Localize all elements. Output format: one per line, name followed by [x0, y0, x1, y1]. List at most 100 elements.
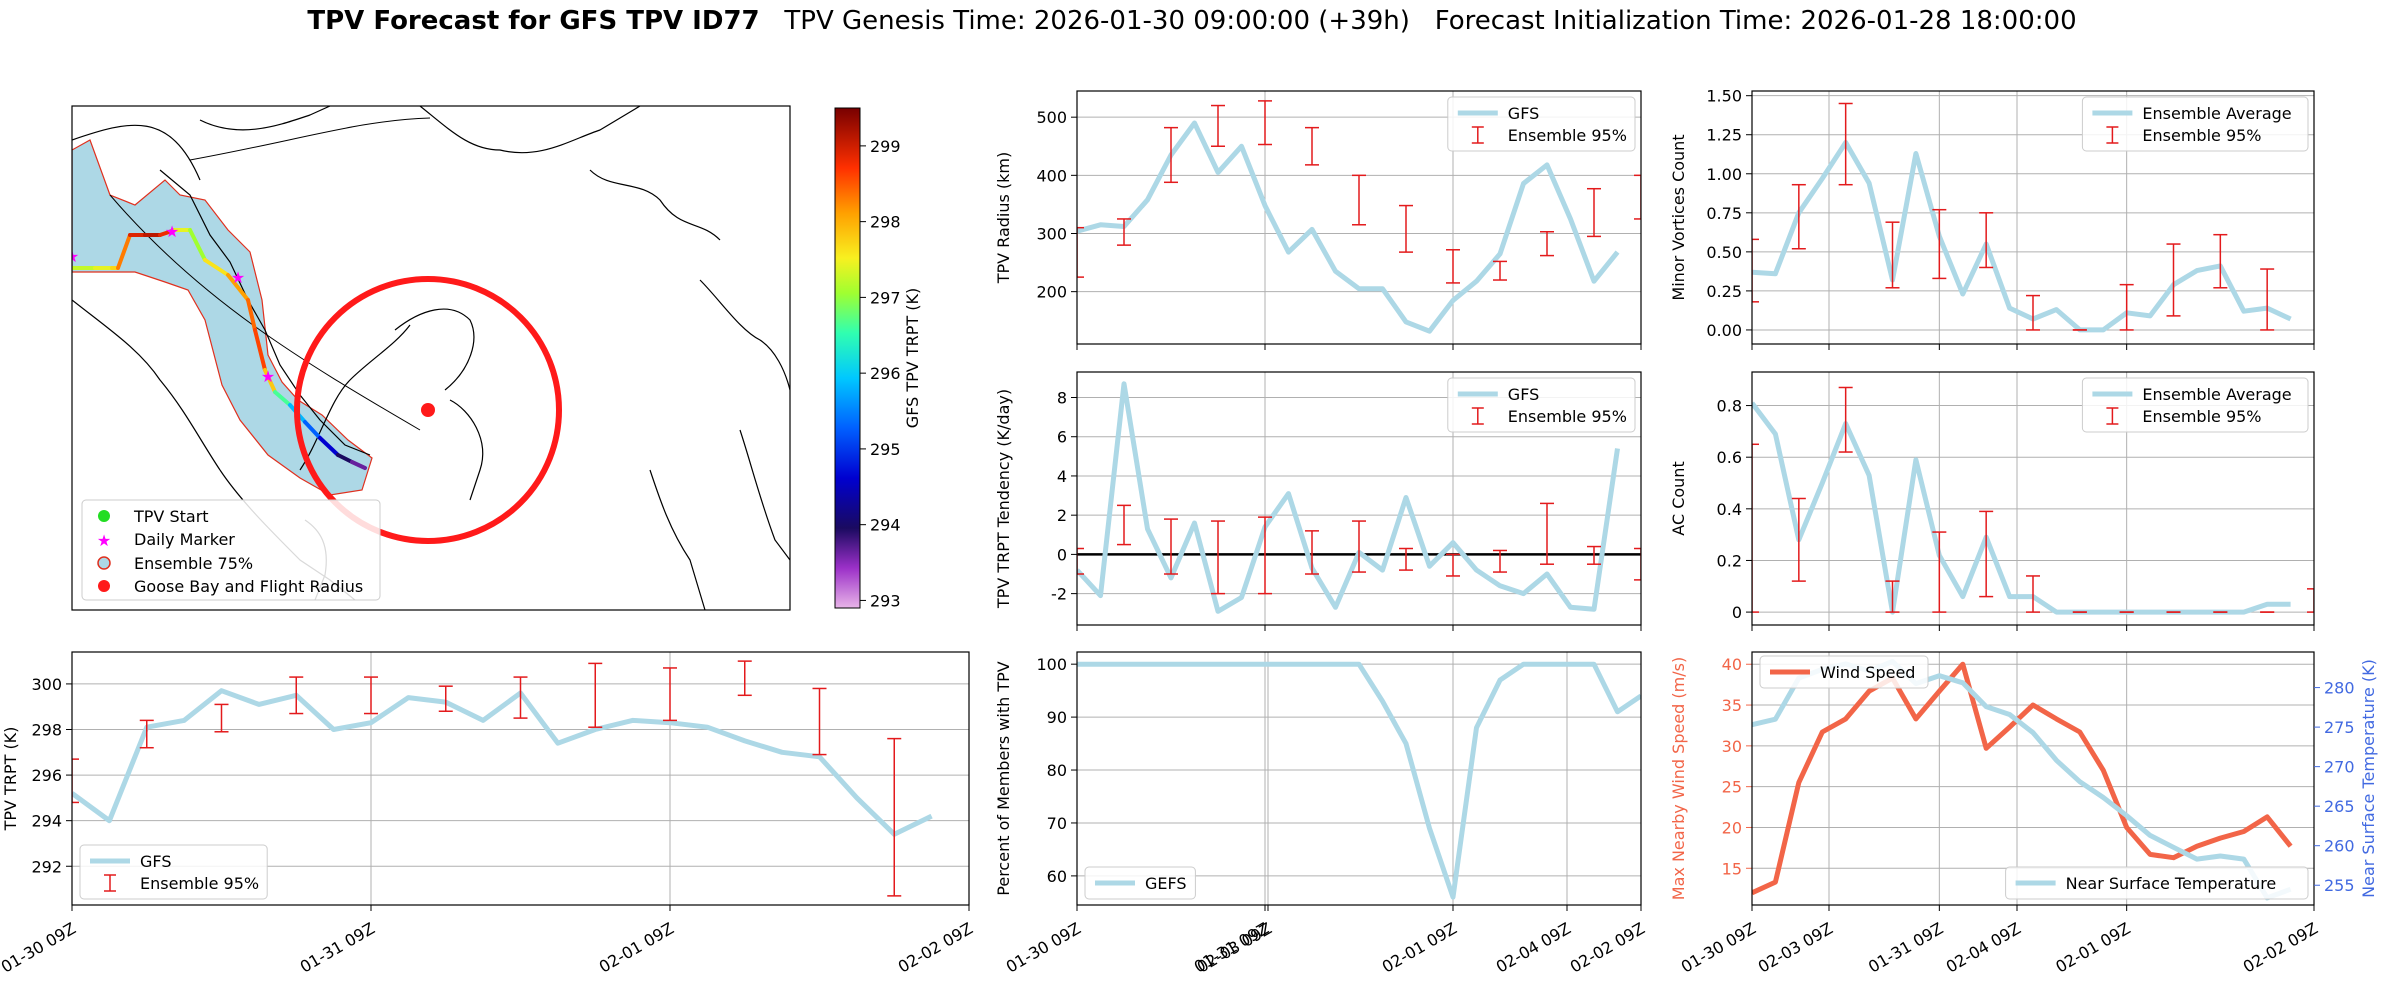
errorbar: [1164, 126, 1178, 184]
legend-daily-marker: Daily Marker: [134, 530, 235, 549]
plot-area: [1752, 386, 2314, 615]
y-tick-label: 100: [1036, 655, 1067, 674]
legend: GFS Ensemble 95%: [1447, 377, 1636, 433]
track-segment: [188, 228, 207, 262]
errorbar: [438, 685, 453, 713]
errorbar: [1077, 226, 1084, 278]
y-tick-label: 0.00: [1706, 321, 1742, 340]
y-tick-label: 0: [1732, 603, 1742, 622]
y-tick-label: 2: [1057, 506, 1067, 525]
errorbar: [1838, 102, 1853, 186]
goose-bay-marker: [421, 403, 435, 417]
errorbar: [1979, 212, 1994, 269]
errorbar: [2119, 283, 2134, 331]
x-tick-label: 01-30 09Z: [1003, 919, 1084, 977]
y-tick-label: 200: [1036, 283, 1067, 302]
errorbar: [887, 737, 902, 897]
legend: Wind Speed: [1759, 655, 1929, 689]
errorbar: [1446, 249, 1460, 284]
errorbar: [1117, 218, 1131, 246]
errorbar: [2026, 575, 2040, 613]
errorbar: [812, 687, 827, 756]
legend-tpv-start: TPV Start: [133, 507, 209, 526]
y2-tick-label: 280: [2324, 679, 2355, 698]
track-segment: [158, 228, 177, 237]
errorbar: [737, 660, 752, 697]
axes-frame: [1751, 651, 2315, 906]
plot-area: [1752, 102, 2292, 333]
y-tick-label: 0.75: [1706, 204, 1742, 223]
colorbar-tick-label: 296: [870, 364, 901, 383]
y-tick-label: 400: [1036, 166, 1067, 185]
errorbar: [72, 758, 79, 804]
errorbar: [1352, 520, 1366, 573]
axes-frame: [1076, 371, 1642, 626]
figure-title-bold: TPV Forecast for GFS TPV ID77: [307, 6, 760, 36]
goose-bay-icon: [98, 580, 110, 592]
map-legend: TPV Start ★ Daily Marker Ensemble 75% Go…: [81, 499, 381, 601]
track-segment: [350, 460, 367, 470]
y-axis-label: Max Nearby Wind Speed (m/s): [1669, 657, 1688, 900]
plot-area: [1752, 659, 2293, 901]
y-tick-label: 0.6: [1717, 448, 1742, 467]
great-circle-line-2: [189, 117, 431, 161]
plot-area: [1077, 661, 1641, 900]
errorbar: [1305, 126, 1319, 166]
y-tick-label: 0.50: [1706, 243, 1742, 262]
plot-area: [1077, 100, 1641, 334]
errorbar: [1932, 208, 1947, 280]
errorbar: [139, 719, 154, 749]
y-axis-label: TPV TRPT Tendency (K/day): [994, 389, 1013, 609]
x-tick-label: 02-02 09Z: [1567, 919, 1648, 977]
y-tick-label: 40: [1722, 655, 1742, 674]
y-axis-label: AC Count: [1669, 461, 1688, 535]
y2-tick-label: 270: [2324, 758, 2355, 777]
y-tick-label: 500: [1036, 108, 1067, 127]
legend-ensemble-75: Ensemble 75%: [134, 554, 253, 573]
errorbar: [1587, 545, 1601, 565]
track-segment: [303, 420, 322, 440]
errorbar: [1352, 174, 1366, 226]
axes-frame: [1076, 90, 1642, 345]
errorbar: [1446, 553, 1460, 577]
errorbar: [588, 662, 603, 728]
legend-label: GFS: [1508, 104, 1539, 123]
errorbar: [1791, 497, 1806, 582]
map-panel: ★ ★ ★ ★ TPV Start ★ Daily Marker Ensembl…: [71, 105, 922, 611]
errorbar: [2166, 243, 2181, 317]
colorbar-gradient: [834, 107, 861, 609]
x-tick-label: 02-02 09Z: [895, 919, 976, 977]
radius-panel: 200 300 400 500 TPV Radius (km) GFS Ensemble 9…: [994, 90, 2018, 350]
errorbar: [1399, 204, 1413, 253]
wind-temperature-panel: 01-30 09Z 01-31 09Z 02-01 09Z 02-02 09Z 02-0…: [1669, 651, 2378, 977]
y-tick-label: 80: [1047, 761, 1067, 780]
errorbar: [1305, 530, 1319, 575]
errorbar: [2260, 268, 2275, 331]
y-tick-label: 90: [1047, 708, 1067, 727]
errorbar: [2307, 588, 2314, 613]
axes-frame: [1751, 371, 2315, 626]
legend-label: Near Surface Temperature: [2066, 874, 2277, 893]
y-axis-label: TPV Radius (km): [994, 152, 1013, 285]
track-segment: [263, 368, 277, 394]
colorbar-label: GFS TPV TRPT (K): [903, 288, 922, 428]
errorbar: [1493, 549, 1507, 573]
colorbar-tick-label: 297: [870, 288, 901, 307]
y-tick-label: 296: [31, 766, 62, 785]
errorbar: [1775, 535, 1789, 578]
y2-tick-label: 255: [2324, 876, 2355, 895]
legend-label: Ensemble 95%: [2142, 126, 2261, 145]
errorbar: [663, 667, 677, 722]
legend-label: GFS: [140, 852, 171, 871]
daily-marker-icon: ★: [97, 531, 111, 550]
legend-label: Ensemble Average: [2142, 385, 2291, 404]
errorbar: [364, 676, 378, 715]
y-tick-label: 1.50: [1706, 87, 1742, 106]
legend-label: GFS: [1508, 385, 1539, 404]
legend-label: GEFS: [1145, 874, 1187, 893]
errorbar: [1681, 554, 1695, 578]
tendency-panel: -2 0 2 4 6 8 TPV TRPT Tendency (K/day) GFS Ensem…: [994, 371, 2018, 631]
y-tick-label: 6: [1057, 428, 1067, 447]
errorbar: [1752, 238, 1759, 303]
